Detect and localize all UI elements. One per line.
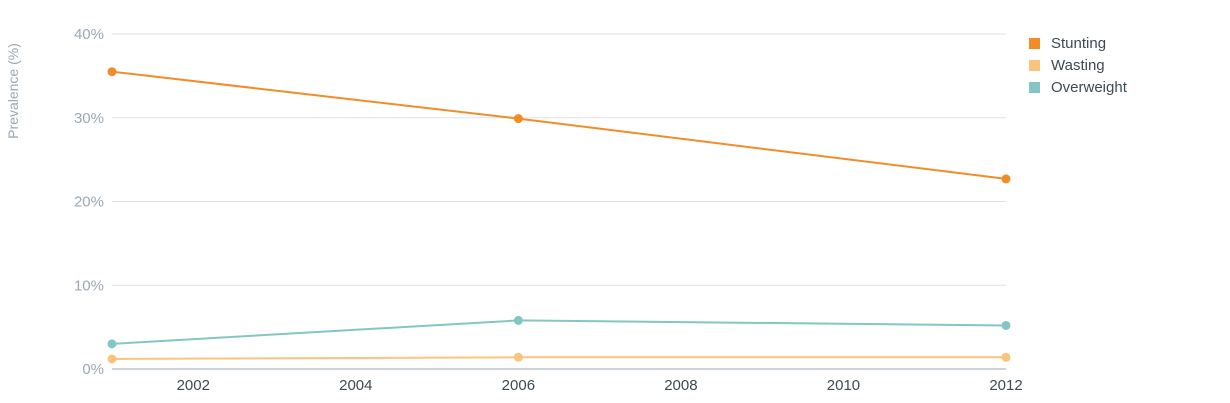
y-tick-label: 30% <box>74 110 104 127</box>
data-point[interactable] <box>107 339 117 349</box>
data-point[interactable] <box>107 354 117 364</box>
series-overweight <box>107 315 1011 349</box>
series-stunting <box>107 67 1011 184</box>
y-tick-label: 0% <box>82 361 104 378</box>
y-axis-ticks: 0% 10% 20% 30% 40% <box>74 26 104 378</box>
x-tick-label: 2008 <box>664 377 697 394</box>
data-point[interactable] <box>1001 320 1011 330</box>
legend-item-stunting[interactable]: Stunting <box>1029 35 1106 52</box>
series-line <box>111 356 1006 360</box>
data-point[interactable] <box>107 67 117 77</box>
legend-swatch <box>1029 60 1040 71</box>
legend-item-wasting[interactable]: Wasting <box>1029 57 1105 74</box>
x-tick-label: 2012 <box>989 377 1022 394</box>
series <box>107 67 1011 364</box>
legend-label: Stunting <box>1051 35 1106 52</box>
x-tick-label: 2004 <box>339 377 372 394</box>
series-line <box>111 319 1007 345</box>
y-tick-label: 40% <box>74 26 104 43</box>
series-line <box>111 70 1007 180</box>
legend-label: Wasting <box>1051 57 1105 74</box>
legend-label: Overweight <box>1051 79 1128 96</box>
grid <box>112 33 1006 370</box>
series-wasting <box>107 352 1011 364</box>
legend: Stunting Wasting Overweight <box>1029 35 1128 96</box>
data-point[interactable] <box>513 114 523 124</box>
y-tick-label: 20% <box>74 194 104 211</box>
y-axis-label: Prevalence (%) <box>5 43 21 139</box>
legend-item-overweight[interactable]: Overweight <box>1029 79 1128 96</box>
x-tick-label: 2010 <box>827 377 860 394</box>
data-point[interactable] <box>513 315 523 325</box>
data-point[interactable] <box>1001 352 1011 362</box>
x-tick-label: 2002 <box>177 377 210 394</box>
y-tick-label: 10% <box>74 277 104 294</box>
data-point[interactable] <box>513 352 523 362</box>
data-point[interactable] <box>1001 174 1011 184</box>
x-tick-label: 2006 <box>502 377 535 394</box>
x-axis-ticks: 2002 2004 2006 2008 2010 2012 <box>177 377 1023 394</box>
legend-swatch <box>1029 38 1040 49</box>
legend-swatch <box>1029 82 1040 93</box>
